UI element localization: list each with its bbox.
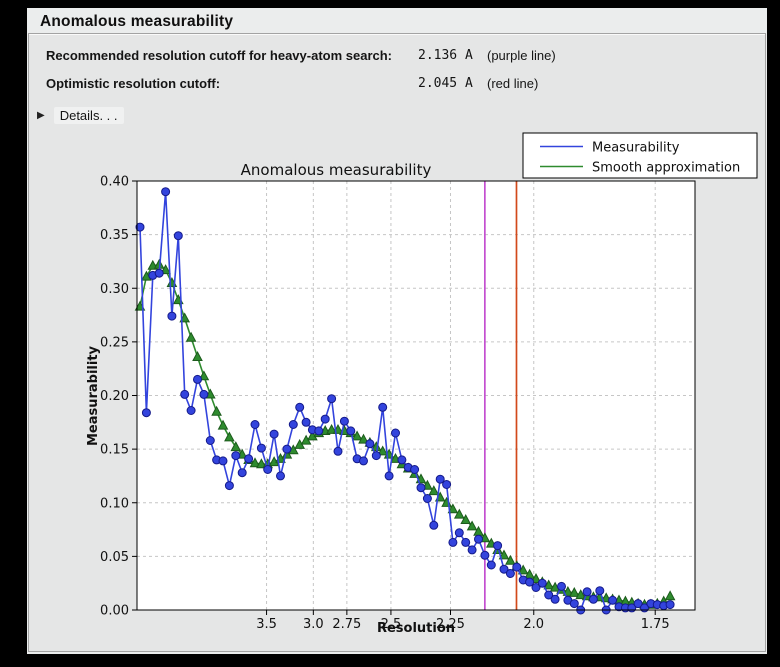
disclosure-triangle-icon: ▶ (37, 109, 45, 121)
recommended-cutoff-value: 2.136 A (418, 48, 473, 63)
gridlines (137, 181, 695, 610)
x-tick-label: 2.75 (332, 617, 361, 632)
y-axis-label: Measurability (86, 345, 101, 446)
axes-ticks-labels: 0.00 0.05 0.10 0.15 0.20 0.25 0.30 0.35 0.40 3.5 3… (100, 175, 670, 633)
x-tick-label: 3.5 (256, 617, 277, 632)
recommended-cutoff-label: Recommended resolution cutoff for heavy-… (46, 48, 393, 63)
optimistic-cutoff-note: (red line) (487, 76, 539, 91)
y-tick-label: 0.30 (100, 282, 129, 297)
y-tick-label: 0.35 (100, 228, 129, 243)
chart-title: Anomalous measurability (241, 161, 432, 179)
x-tick-label: 2.5 (381, 617, 402, 632)
x-tick-label: 1.75 (641, 617, 670, 632)
y-tick-label: 0.05 (100, 550, 129, 565)
legend: Measurability Smooth approximation (522, 132, 758, 179)
legend-box (522, 132, 758, 179)
y-tick-label: 0.10 (100, 496, 129, 511)
legend-label-measurability: Measurability (592, 141, 680, 156)
x-tick-label: 3.0 (303, 617, 324, 632)
legend-label-smooth-approximation: Smooth approximation (592, 161, 740, 176)
recommended-cutoff-note: (purple line) (487, 48, 556, 63)
y-tick-label: 0.00 (100, 604, 129, 619)
x-tick-label: 2.25 (436, 617, 465, 632)
y-tick-label: 0.25 (100, 335, 129, 350)
x-tick-label: 2.0 (523, 617, 544, 632)
plot-border (136, 180, 696, 611)
details-disclosure[interactable]: ▶ Details. . . (37, 106, 124, 124)
page-title: Anomalous measurability (40, 13, 234, 30)
y-tick-label: 0.20 (100, 389, 129, 404)
details-label: Details. . . (53, 106, 124, 124)
optimistic-cutoff-label: Optimistic resolution cutoff: (46, 76, 221, 91)
y-tick-label: 0.40 (100, 175, 129, 190)
y-tick-label: 0.15 (100, 443, 129, 458)
optimistic-cutoff-value: 2.045 A (418, 76, 473, 91)
x-axis-label: Resolution (377, 621, 455, 636)
